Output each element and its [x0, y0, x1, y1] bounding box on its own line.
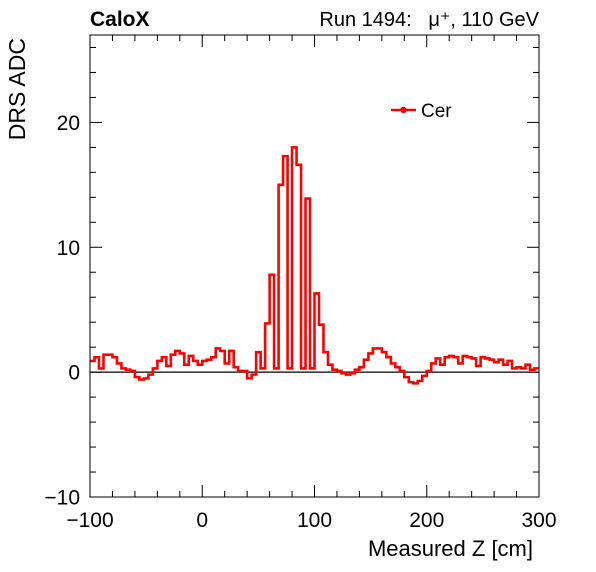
- y-axis-label: DRS ADC: [4, 38, 30, 140]
- series-line-cer: [90, 146, 539, 385]
- legend: Cer: [391, 101, 452, 122]
- series-cer: [90, 146, 539, 385]
- legend-marker-cer: [400, 106, 407, 114]
- x-tick-label: 0: [196, 509, 208, 532]
- legend-label-cer: Cer: [421, 101, 452, 122]
- y-tick-label: 20: [57, 112, 80, 135]
- y-tick-label: 10: [57, 237, 80, 260]
- y-tick-label: −10: [44, 487, 80, 510]
- y-tick-label: 0: [68, 362, 80, 385]
- axis-ticks: [89, 35, 540, 498]
- x-tick-label: 300: [521, 509, 556, 532]
- experiment-label: CaloX: [90, 8, 150, 31]
- x-tick-label: 100: [297, 509, 332, 532]
- x-tick-label: −100: [66, 509, 113, 532]
- x-axis-label: Measured Z [cm]: [368, 536, 533, 561]
- x-tick-label: 200: [409, 509, 444, 532]
- run-info-label: Run 1494: μ⁺, 110 GeV: [319, 9, 539, 31]
